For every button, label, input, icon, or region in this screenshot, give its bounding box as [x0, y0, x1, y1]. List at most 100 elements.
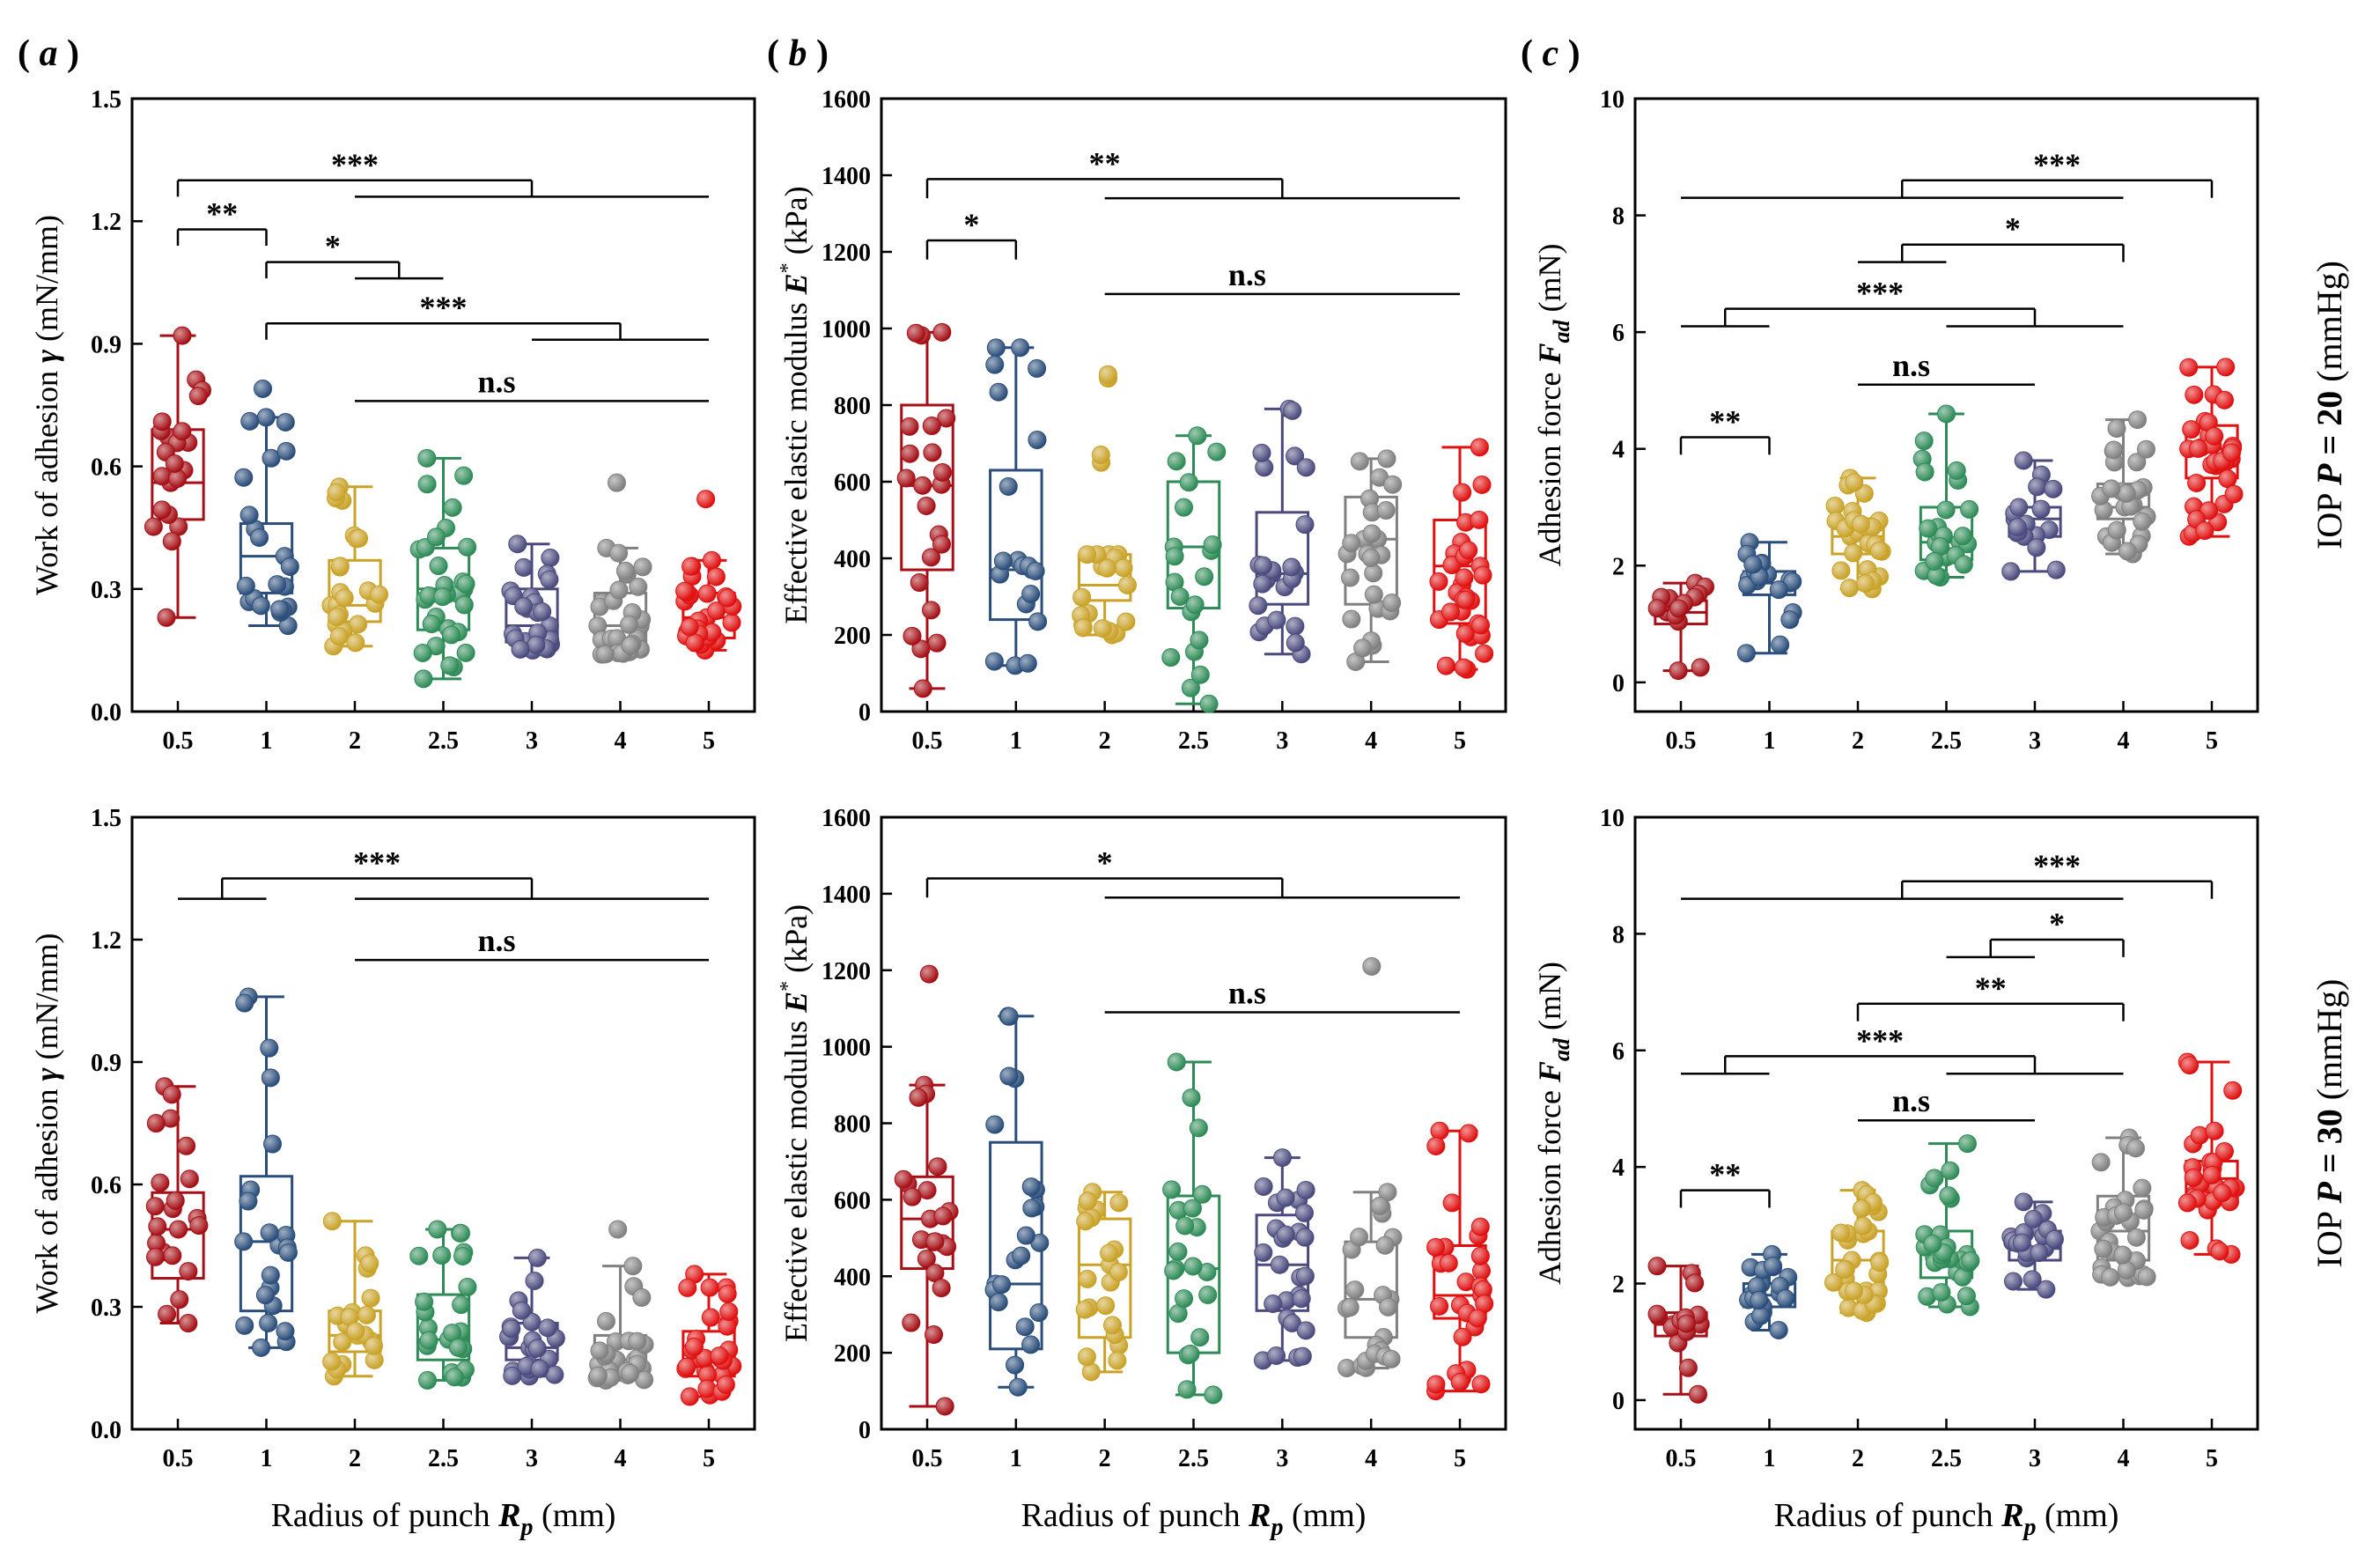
data-point	[361, 1288, 380, 1308]
outlier-point	[1362, 956, 1382, 976]
data-point	[1295, 515, 1315, 535]
data-point	[234, 1232, 254, 1251]
data-point	[1296, 458, 1315, 477]
box-group	[499, 1248, 565, 1386]
significance-label: n.s	[477, 923, 515, 958]
y-label-sub: ad	[1549, 320, 1574, 343]
data-point	[609, 543, 629, 563]
data-point	[1296, 1321, 1315, 1340]
data-point	[1296, 1180, 1315, 1199]
data-point	[1783, 572, 1802, 591]
significance-bracket: n.s	[1104, 976, 1460, 1014]
y-tick-label: 400	[834, 546, 871, 573]
data-point	[989, 1293, 1008, 1312]
data-point	[1096, 1296, 1116, 1316]
y-tick-label: 8	[1612, 921, 1625, 948]
data-point	[1455, 624, 1475, 644]
data-point	[418, 1370, 438, 1390]
significance-label: ***	[420, 290, 468, 325]
data-point	[163, 1246, 182, 1265]
box-group	[234, 379, 299, 636]
data-point	[2187, 473, 2207, 492]
data-point	[1189, 1118, 1208, 1138]
data-point	[252, 1338, 271, 1357]
data-point	[1459, 541, 1478, 560]
significance-label: ***	[2033, 147, 2081, 182]
data-point	[1190, 631, 1209, 650]
significance-label: ***	[353, 845, 401, 881]
data-point	[1361, 549, 1381, 568]
y-axis-label: Effective elastic modulus E* (kPa)	[777, 904, 814, 1342]
data-point	[1195, 567, 1214, 586]
panel-label-letter: c	[1543, 33, 1559, 74]
data-point	[935, 1397, 954, 1416]
data-point	[527, 635, 546, 654]
data-point	[1426, 1375, 1446, 1394]
data-point	[1078, 545, 1097, 564]
data-point	[2180, 1230, 2199, 1250]
data-point	[514, 597, 534, 616]
data-point	[2101, 1267, 2120, 1287]
data-point	[1947, 461, 1966, 480]
data-point	[632, 1287, 652, 1307]
box-group	[1647, 573, 1715, 681]
data-point	[719, 1302, 739, 1321]
x-tick-label: 0.5	[912, 727, 943, 755]
y-tick-label: 0.3	[91, 577, 122, 604]
significance-bracket: **	[176, 196, 268, 247]
data-point	[1272, 1148, 1292, 1168]
data-point	[162, 532, 181, 551]
y-tick-label: 4	[1612, 437, 1625, 464]
data-point	[189, 1216, 209, 1236]
data-point	[1109, 1263, 1128, 1282]
data-point	[1276, 1188, 1295, 1207]
data-point	[928, 1157, 947, 1177]
significance-bracket: **	[1679, 403, 1771, 455]
box-group	[409, 448, 477, 689]
data-point	[984, 652, 1004, 671]
data-point	[330, 557, 350, 576]
data-point	[1769, 580, 1788, 600]
data-point	[1439, 1253, 1458, 1273]
x-label-unit: (mm)	[534, 1497, 616, 1534]
y-tick-label: 200	[834, 623, 871, 650]
y-label-sub: ad	[1549, 1037, 1574, 1061]
data-point	[623, 1257, 643, 1276]
data-point	[710, 1346, 729, 1366]
data-point	[262, 448, 281, 468]
data-point	[419, 1331, 438, 1350]
data-point	[1026, 562, 1045, 581]
y-tick-label: 0.9	[91, 331, 122, 358]
data-point	[1078, 1191, 1097, 1211]
y-label-var: E	[778, 273, 814, 295]
data-point	[932, 322, 952, 342]
data-point	[2009, 498, 2029, 517]
x-label-sub: p	[519, 1514, 534, 1541]
significance-bracket: **	[1856, 970, 2125, 1022]
data-point	[1647, 599, 1667, 618]
y-tick-label: 0.6	[91, 1172, 122, 1199]
data-point	[151, 1173, 170, 1192]
data-point	[2182, 420, 2201, 439]
significance-bracket: **	[925, 145, 1460, 200]
data-point	[268, 575, 287, 594]
data-point	[541, 548, 560, 567]
data-point	[445, 1368, 464, 1387]
data-point	[1185, 595, 1205, 615]
data-point	[1845, 473, 1864, 492]
data-point	[1453, 483, 1472, 502]
outlier-point	[1098, 365, 1117, 384]
panel-c-top: 0 2 4 6 8 10 0.5 1 2 2.5 3 4 5 Adhesion force Fad (mN…	[1521, 33, 2259, 755]
data-point	[2223, 1081, 2243, 1100]
data-point	[2126, 1228, 2146, 1247]
x-tick-label: 5	[1454, 727, 1466, 755]
data-point	[684, 1337, 704, 1356]
data-point	[179, 1262, 198, 1281]
significance-bracket: n.s	[355, 923, 709, 962]
data-point	[1100, 1243, 1119, 1263]
data-point	[1470, 510, 1489, 529]
data-point	[902, 1313, 921, 1332]
x-tick-label: 3	[2029, 1445, 2041, 1472]
data-point	[1960, 499, 1979, 519]
y-tick-label: 600	[834, 1187, 871, 1214]
